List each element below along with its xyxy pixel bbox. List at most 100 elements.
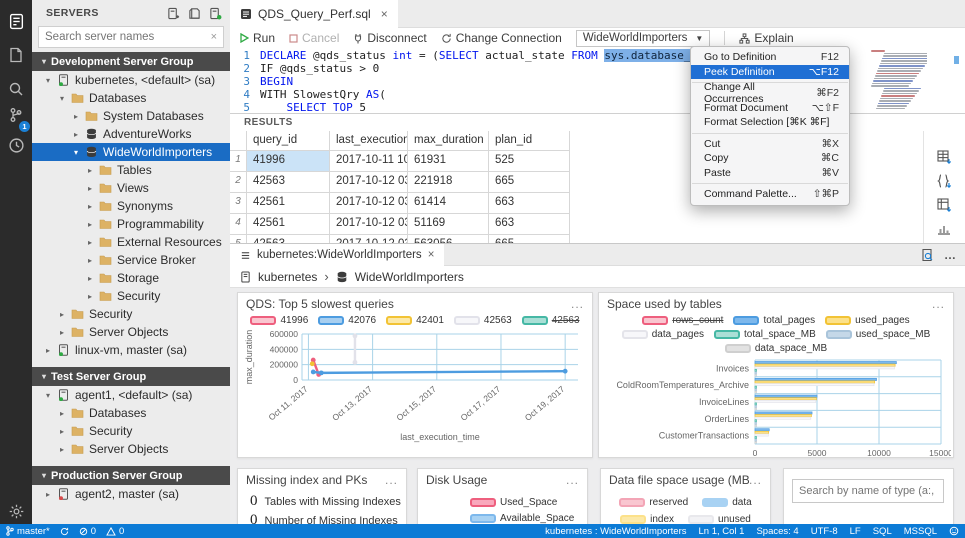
tree-item[interactable]: ▾ Databases bbox=[32, 89, 230, 107]
code-line[interactable]: 4 WITH SlowestQry AS( bbox=[230, 88, 965, 101]
breadcrumb-database[interactable]: WideWorldImporters bbox=[354, 269, 464, 284]
git-branch-status[interactable]: master* bbox=[6, 526, 50, 537]
legend-item[interactable]: total_space_MB bbox=[714, 329, 816, 340]
collapsed-arrow-icon[interactable]: ▸ bbox=[87, 291, 92, 301]
grid-row-number[interactable]: 5 bbox=[230, 235, 247, 243]
legend-item[interactable]: total_pages bbox=[733, 315, 815, 326]
tree-item[interactable]: ▸ Storage bbox=[32, 269, 230, 287]
legend-item[interactable]: data_space_MB bbox=[724, 343, 827, 354]
tree-item[interactable]: ▸ Service Broker bbox=[32, 251, 230, 269]
save-csv-icon[interactable] bbox=[936, 149, 954, 167]
new-connection-icon[interactable] bbox=[167, 7, 180, 20]
settings-gear-icon[interactable] bbox=[0, 496, 32, 526]
expanded-arrow-icon[interactable]: ▾ bbox=[73, 147, 78, 157]
disconnect-button[interactable]: Disconnect bbox=[353, 31, 427, 45]
data-file-legend[interactable]: reserved data index unused bbox=[601, 497, 770, 524]
legend-item[interactable]: 42563 bbox=[521, 315, 580, 326]
legend-item[interactable]: 41996 bbox=[250, 315, 308, 326]
collapsed-arrow-icon[interactable]: ▸ bbox=[87, 255, 92, 265]
collapsed-arrow-icon[interactable]: ▸ bbox=[59, 309, 64, 319]
minimap[interactable] bbox=[869, 50, 927, 112]
qds-legend[interactable]: 41996 42076 42401 42563 42563 bbox=[238, 315, 592, 326]
grid-cell[interactable]: 61931 bbox=[408, 151, 489, 171]
server-group-header[interactable]: ▾ Development Server Group bbox=[32, 52, 230, 71]
tree-item[interactable]: ▸ Security bbox=[32, 287, 230, 305]
grid-cell[interactable]: 41996 bbox=[247, 151, 330, 171]
code-line[interactable]: 1 DECLARE @qds_status int = (SELECT actua… bbox=[230, 49, 965, 62]
disk-usage-more-icon[interactable]: ... bbox=[565, 473, 579, 487]
expanded-arrow-icon[interactable]: ▾ bbox=[59, 93, 64, 103]
qds-widget-more-icon[interactable]: ... bbox=[570, 297, 584, 311]
collapsed-arrow-icon[interactable]: ▸ bbox=[45, 489, 50, 499]
tree-item[interactable]: ▾ agent1, <default> (sa) bbox=[32, 386, 230, 404]
legend-item[interactable]: index bbox=[620, 514, 674, 524]
legend-item[interactable]: unused bbox=[688, 514, 751, 524]
grid-cell[interactable]: 2017-10-12 03... bbox=[330, 235, 408, 243]
object-search-input[interactable] bbox=[792, 479, 944, 503]
context-menu-item[interactable]: Peek Definition ⌥F12 bbox=[691, 64, 849, 79]
tab-close-icon[interactable]: × bbox=[380, 7, 388, 21]
context-menu-item[interactable]: Paste ⌘V bbox=[704, 166, 839, 179]
dashboard-tab-close-icon[interactable]: × bbox=[427, 249, 435, 261]
context-menu-item[interactable]: Format Selection [⌘K ⌘F] bbox=[704, 116, 830, 129]
tree-item[interactable]: ▸ Server Objects bbox=[32, 323, 230, 341]
grid-cell[interactable]: 665 bbox=[489, 172, 570, 192]
grid-row[interactable]: 5425632017-10-12 03...563056665 bbox=[230, 235, 570, 243]
legend-item[interactable]: 42563 bbox=[453, 315, 512, 326]
context-menu-item[interactable]: Copy ⌘C bbox=[704, 152, 839, 165]
grid-cell[interactable]: 663 bbox=[489, 193, 570, 213]
grid-cell[interactable]: 2017-10-12 03... bbox=[330, 214, 408, 234]
tree-item[interactable]: ▸ Databases bbox=[32, 404, 230, 422]
legend-item[interactable]: 42076 bbox=[318, 315, 376, 326]
breadcrumb-server[interactable]: kubernetes bbox=[258, 269, 318, 284]
tree-item[interactable]: ▸ agent2, master (sa) bbox=[32, 485, 230, 503]
tree-item[interactable]: ▸ Security bbox=[32, 422, 230, 440]
context-menu-item[interactable]: Cut ⌘X bbox=[704, 137, 839, 150]
tree-item[interactable]: ▸ Synonyms bbox=[32, 197, 230, 215]
tree-item[interactable]: ▸ External Resources bbox=[32, 233, 230, 251]
cancel-button[interactable]: Cancel bbox=[289, 31, 339, 45]
tree-item[interactable]: ▸ Tables bbox=[32, 161, 230, 179]
sync-status[interactable] bbox=[60, 527, 69, 536]
grid-cell[interactable]: 2017-10-12 03... bbox=[330, 193, 408, 213]
code-line[interactable]: 2 IF @qds_status > 0 bbox=[230, 62, 965, 75]
tree-item[interactable]: ▸ linux-vm, master (sa) bbox=[32, 341, 230, 359]
tree-item[interactable]: ▸ System Databases bbox=[32, 107, 230, 125]
preview-icon[interactable] bbox=[920, 248, 934, 262]
editor-tab[interactable]: QDS_Query_Perf.sql × bbox=[230, 0, 398, 28]
tree-item[interactable]: ▸ Server Objects bbox=[32, 440, 230, 458]
legend-item[interactable]: 42401 bbox=[386, 315, 444, 326]
active-connections-icon[interactable] bbox=[209, 7, 222, 20]
collapsed-arrow-icon[interactable]: ▸ bbox=[73, 111, 78, 121]
code-editor[interactable]: 1 DECLARE @qds_status int = (SELECT actua… bbox=[230, 49, 965, 113]
server-group-header[interactable]: ▾ Test Server Group bbox=[32, 367, 230, 386]
grid-cell[interactable]: 2017-10-12 03... bbox=[330, 172, 408, 192]
legend-item[interactable]: data_pages bbox=[621, 329, 704, 340]
results-grid[interactable]: query_idlast_execution...max_durationpla… bbox=[230, 131, 570, 243]
tree-item[interactable]: ▸ AdventureWorks bbox=[32, 125, 230, 143]
context-menu-item[interactable]: Change All Occurrences ⌘F2 bbox=[704, 81, 839, 106]
context-menu-item[interactable]: Command Palette... ⇧⌘P bbox=[704, 188, 839, 201]
grid-column-header[interactable]: max_duration bbox=[408, 131, 489, 150]
run-button[interactable]: Run bbox=[240, 31, 275, 45]
grid-row-number[interactable]: 2 bbox=[230, 172, 247, 192]
grid-cell[interactable]: 51169 bbox=[408, 214, 489, 234]
new-server-group-icon[interactable] bbox=[188, 7, 201, 20]
tree-item[interactable]: ▾ WideWorldImporters bbox=[32, 143, 230, 161]
grid-cell[interactable]: 221918 bbox=[408, 172, 489, 192]
cursor-position-status[interactable]: Ln 1, Col 1 bbox=[698, 525, 745, 537]
feedback-smiley-icon[interactable] bbox=[949, 526, 959, 536]
tree-item[interactable]: ▸ Views bbox=[32, 179, 230, 197]
context-menu-item[interactable]: Go to Definition F12 bbox=[704, 51, 839, 64]
encoding-status[interactable]: UTF-8 bbox=[810, 525, 838, 537]
legend-item[interactable]: used_pages bbox=[825, 315, 910, 326]
save-excel-icon[interactable] bbox=[936, 197, 954, 215]
missing-index-more-icon[interactable]: ... bbox=[384, 473, 398, 487]
history-icon[interactable] bbox=[0, 130, 32, 160]
language-status[interactable]: SQL bbox=[872, 525, 892, 537]
collapsed-arrow-icon[interactable]: ▸ bbox=[87, 165, 92, 175]
legend-item[interactable]: used_space_MB bbox=[825, 329, 930, 340]
explorer-icon[interactable] bbox=[0, 40, 32, 70]
servers-icon[interactable] bbox=[0, 6, 32, 36]
